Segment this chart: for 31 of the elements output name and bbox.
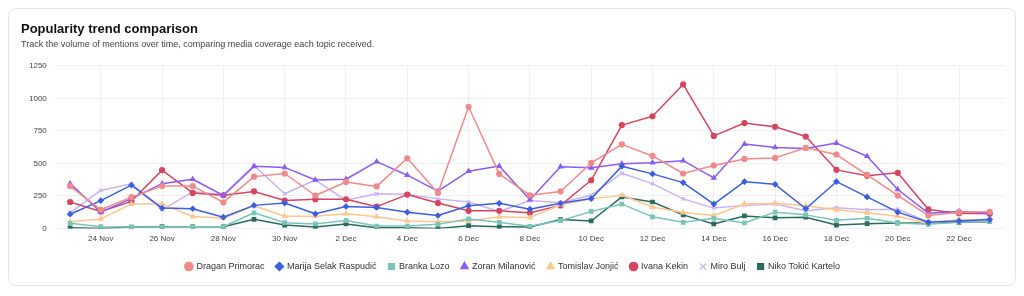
legend-label: Niko Tokić Kartelo bbox=[768, 260, 840, 271]
x-tick-label: 4 Dec bbox=[396, 234, 418, 244]
x-tick-label: 26 Nov bbox=[149, 234, 175, 244]
legend-label: Branka Lozo bbox=[398, 260, 450, 271]
y-tick-label: 750 bbox=[33, 126, 48, 136]
legend-label: Marija Selak Raspudić bbox=[286, 260, 377, 271]
legend-label: Zoran Milanović bbox=[472, 260, 537, 271]
x-tick-label: 16 Dec bbox=[762, 234, 788, 244]
legend-label: Dragan Primorac bbox=[196, 260, 265, 271]
y-tick-label: 1250 bbox=[29, 61, 48, 70]
chart-title: Popularity trend comparison bbox=[21, 21, 198, 36]
y-tick-label: 500 bbox=[33, 158, 48, 168]
x-tick-label: 24 Nov bbox=[88, 234, 114, 244]
y-tick-label: 250 bbox=[33, 191, 48, 201]
y-tick-label: 0 bbox=[42, 223, 48, 233]
x-tick-label: 30 Nov bbox=[272, 234, 298, 244]
x-tick-label: 22 Dec bbox=[946, 234, 972, 244]
x-tick-label: 8 Dec bbox=[519, 234, 541, 244]
legend-label: Tomislav Jonjić bbox=[558, 260, 620, 271]
legend-label: Miro Bulj bbox=[710, 260, 746, 271]
x-tick-label: 10 Dec bbox=[578, 234, 604, 244]
y-tick-label: 1000 bbox=[29, 93, 48, 103]
x-tick-label: 12 Dec bbox=[639, 234, 666, 244]
x-tick-label: 14 Dec bbox=[701, 234, 727, 244]
x-tick-label: 28 Nov bbox=[210, 234, 237, 244]
x-tick-label: 6 Dec bbox=[458, 234, 480, 244]
legend-label: Ivana Kekin bbox=[641, 260, 689, 271]
x-tick-label: 18 Dec bbox=[823, 234, 850, 244]
chart-subtitle: Track the volume of mentions over time, comparing media coverage each topic received. bbox=[21, 39, 375, 49]
x-tick-label: 20 Dec bbox=[885, 234, 911, 244]
x-tick-label: 2 Dec bbox=[335, 234, 357, 244]
